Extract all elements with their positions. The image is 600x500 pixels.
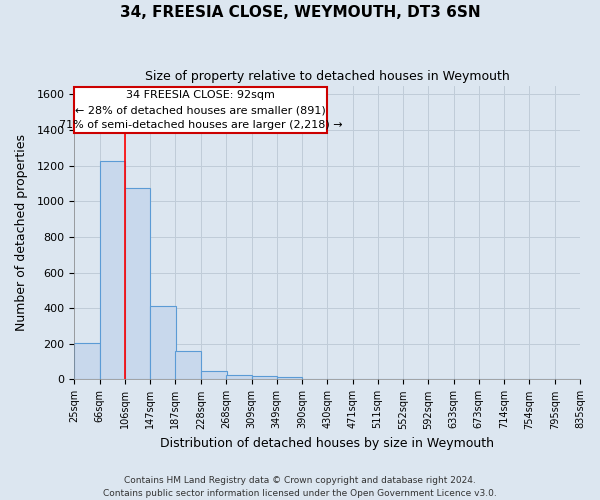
Bar [175, 351, 201, 380]
Bar [277, 377, 302, 380]
Bar [100, 162, 125, 380]
Text: Contains HM Land Registry data © Crown copyright and database right 2024.
Contai: Contains HM Land Registry data © Crown c… [103, 476, 497, 498]
Bar [151, 306, 176, 380]
Text: 34 FREESIA CLOSE: 92sqm
← 28% of detached houses are smaller (891)
71% of semi-d: 34 FREESIA CLOSE: 92sqm ← 28% of detache… [59, 90, 343, 130]
Title: Size of property relative to detached houses in Weymouth: Size of property relative to detached ho… [145, 70, 509, 83]
Bar [201, 372, 227, 380]
Y-axis label: Number of detached properties: Number of detached properties [15, 134, 28, 331]
FancyBboxPatch shape [74, 88, 327, 133]
Bar [74, 343, 100, 380]
X-axis label: Distribution of detached houses by size in Weymouth: Distribution of detached houses by size … [160, 437, 494, 450]
Text: 34, FREESIA CLOSE, WEYMOUTH, DT3 6SN: 34, FREESIA CLOSE, WEYMOUTH, DT3 6SN [119, 5, 481, 20]
Bar [251, 376, 277, 380]
Bar [226, 375, 251, 380]
Bar [125, 188, 151, 380]
